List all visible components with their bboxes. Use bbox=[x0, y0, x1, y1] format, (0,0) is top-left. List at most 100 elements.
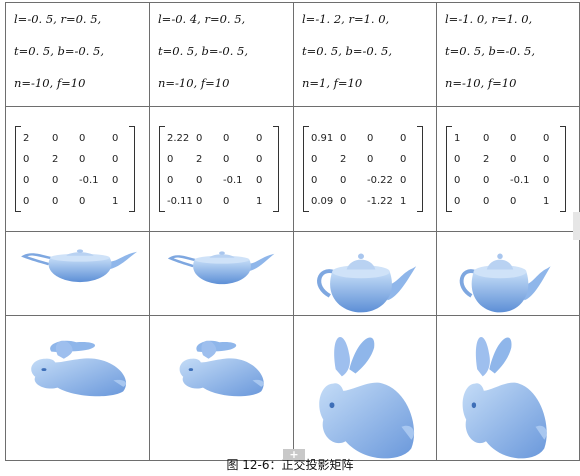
matrix-entry: 0 bbox=[167, 175, 174, 186]
matrix-entry: 0 bbox=[400, 133, 407, 144]
left-bracket bbox=[303, 126, 309, 212]
matrix-entry: 0 bbox=[23, 154, 30, 165]
matrix-entry: 2.22 bbox=[167, 133, 190, 144]
matrix-entry: 0 bbox=[79, 154, 86, 165]
matrix-entry: 0 bbox=[311, 175, 318, 186]
matrix-entry: 0 bbox=[223, 154, 230, 165]
matrix-entry: 0 bbox=[543, 154, 550, 165]
teapot-render bbox=[21, 249, 138, 283]
figure-grid: l=-0. 5, r=0. 5, t=0. 5, b=-0. 5, n=-10,… bbox=[5, 2, 580, 461]
matrix-entry: 2 bbox=[340, 154, 347, 165]
bunny-render bbox=[462, 337, 547, 459]
bunny-cell-3 bbox=[293, 315, 437, 461]
bunny-cell-1 bbox=[5, 315, 150, 461]
matrix-entry: 0 bbox=[400, 154, 407, 165]
projection-matrix: 0.91 0 0 0 0 2 0 0 0 0 -0.22 0 0.09 0 -1.22 1 bbox=[303, 126, 423, 212]
matrix-entry: 0 bbox=[543, 133, 550, 144]
side-scroll-tab[interactable] bbox=[573, 212, 580, 240]
matrix-entry: 0 bbox=[483, 196, 490, 207]
param-nf: n=-10, f=10 bbox=[158, 76, 230, 90]
figure-caption: 图 12-6：正交投影矩阵 bbox=[226, 458, 354, 472]
matrix-entry: 0 bbox=[52, 175, 59, 186]
matrix-cell-3: 0.91 0 0 0 0 2 0 0 0 0 -0.22 0 0.09 0 -1.22 1 bbox=[293, 106, 437, 232]
bunny-render bbox=[319, 337, 415, 459]
matrix-entry: -0.1 bbox=[223, 175, 243, 186]
matrix-entry: 0 bbox=[112, 154, 119, 165]
matrix-entry: -1.22 bbox=[367, 196, 393, 207]
matrix-entry: 1 bbox=[400, 196, 407, 207]
teapot-render bbox=[317, 253, 417, 313]
params-cell-4: l=-1. 0, r=1. 0, t=0. 5, b=-0. 5, n=-10,… bbox=[436, 2, 580, 107]
matrix-entry: 0 bbox=[196, 175, 203, 186]
matrix-entry: 0 bbox=[256, 175, 263, 186]
matrix-entry: 1 bbox=[256, 196, 263, 207]
matrix-entry: 0 bbox=[483, 133, 490, 144]
matrix-entry: 0 bbox=[340, 133, 347, 144]
matrix-entry: 0 bbox=[223, 133, 230, 144]
matrix-entry: 0 bbox=[79, 196, 86, 207]
params-cell-1: l=-0. 5, r=0. 5, t=0. 5, b=-0. 5, n=-10,… bbox=[5, 2, 150, 107]
right-bracket bbox=[560, 126, 566, 212]
param-nf: n=1, f=10 bbox=[302, 76, 363, 90]
matrix-entry: 0 bbox=[510, 133, 517, 144]
matrix-entry: 0 bbox=[483, 175, 490, 186]
matrix-entry: 0 bbox=[52, 133, 59, 144]
matrix-entry: 1 bbox=[543, 196, 550, 207]
param-tb: t=0. 5, b=-0. 5, bbox=[158, 44, 248, 58]
matrix-cell-4: 1 0 0 0 0 2 0 0 0 0 -0.1 0 0 0 0 1 bbox=[436, 106, 580, 232]
matrix-entry: -0.1 bbox=[510, 175, 530, 186]
matrix-entry: 0 bbox=[196, 196, 203, 207]
params-cell-2: l=-0. 4, r=0. 5, t=0. 5, b=-0. 5, n=-10,… bbox=[149, 2, 294, 107]
matrix-entry: 0 bbox=[510, 154, 517, 165]
right-bracket bbox=[129, 126, 135, 212]
teapot-cell-2 bbox=[149, 231, 294, 316]
bunny-render bbox=[31, 340, 127, 397]
matrix-entry: 0 bbox=[223, 196, 230, 207]
matrix-entry: 1 bbox=[112, 196, 119, 207]
matrix-entry: -0.22 bbox=[367, 175, 393, 186]
matrix-entry: 0 bbox=[79, 133, 86, 144]
matrix-entry: 0 bbox=[311, 154, 318, 165]
left-bracket bbox=[446, 126, 452, 212]
expand-button[interactable]: + bbox=[283, 449, 305, 460]
matrix-entry: 0 bbox=[23, 175, 30, 186]
param-lr: l=-0. 4, r=0. 5, bbox=[158, 12, 246, 26]
matrix-entry: 0 bbox=[112, 175, 119, 186]
matrix-entry: 0 bbox=[400, 175, 407, 186]
matrix-entry: 0 bbox=[52, 196, 59, 207]
matrix-entry: 0 bbox=[112, 133, 119, 144]
param-tb: t=0. 5, b=-0. 5, bbox=[445, 44, 535, 58]
matrix-cell-1: 2 0 0 0 0 2 0 0 0 0 -0.1 0 0 0 0 1 bbox=[5, 106, 150, 232]
matrix-entry: 0 bbox=[256, 133, 263, 144]
matrix-entry: 0 bbox=[167, 154, 174, 165]
matrix-entry: 2 bbox=[52, 154, 59, 165]
matrix-entry: 0 bbox=[454, 175, 461, 186]
matrix-entry: 1 bbox=[454, 133, 461, 144]
matrix-entry: 2 bbox=[23, 133, 30, 144]
matrix-entry: 0 bbox=[367, 133, 374, 144]
teapot-cell-4 bbox=[436, 231, 580, 316]
param-lr: l=-1. 0, r=1. 0, bbox=[445, 12, 533, 26]
bunny-cell-4 bbox=[436, 315, 580, 461]
right-bracket bbox=[273, 126, 279, 212]
matrix-entry: 0 bbox=[543, 175, 550, 186]
matrix-entry: 0 bbox=[23, 196, 30, 207]
matrix-entry: 0 bbox=[256, 154, 263, 165]
left-bracket bbox=[15, 126, 21, 212]
teapot-render bbox=[167, 251, 275, 285]
matrix-entry: 0.09 bbox=[311, 196, 334, 207]
projection-matrix: 1 0 0 0 0 2 0 0 0 0 -0.1 0 0 0 0 1 bbox=[446, 126, 566, 212]
matrix-entry: 0 bbox=[454, 196, 461, 207]
matrix-entry: 0 bbox=[340, 196, 347, 207]
matrix-entry: 2 bbox=[483, 154, 490, 165]
matrix-entry: 0.91 bbox=[311, 133, 334, 144]
params-cell-3: l=-1. 2, r=1. 0, t=0. 5, b=-0. 5, n=1, f… bbox=[293, 2, 437, 107]
matrix-entry: 0 bbox=[454, 154, 461, 165]
param-nf: n=-10, f=10 bbox=[445, 76, 517, 90]
projection-matrix: 2 0 0 0 0 2 0 0 0 0 -0.1 0 0 0 0 1 bbox=[15, 126, 135, 212]
matrix-entry: 0 bbox=[196, 133, 203, 144]
matrix-entry: 2 bbox=[196, 154, 203, 165]
param-tb: t=0. 5, b=-0. 5, bbox=[302, 44, 392, 58]
matrix-entry: 0 bbox=[367, 154, 374, 165]
